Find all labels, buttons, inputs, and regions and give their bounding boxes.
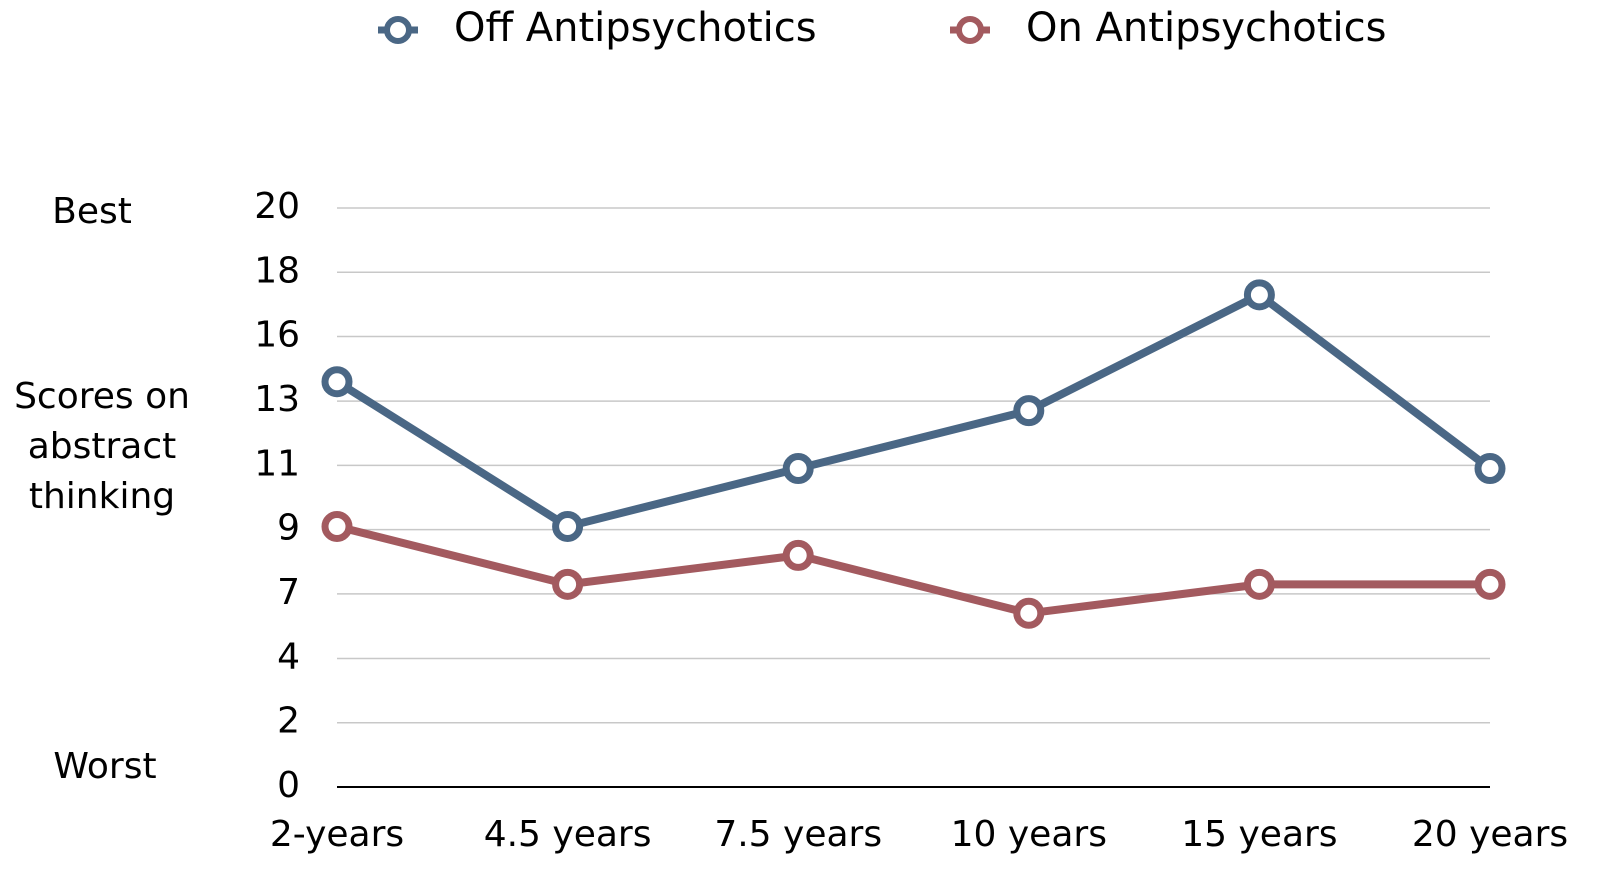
data-point (321, 510, 353, 542)
series-line (336, 522, 1490, 618)
data-point (1243, 279, 1275, 311)
y-tick-label: 4 (277, 636, 300, 677)
y-tick-label: 20 (254, 186, 300, 227)
data-point (782, 539, 814, 571)
data-point (1474, 568, 1506, 600)
y-tick-label: 16 (254, 315, 300, 356)
y-tick-label: 2 (277, 701, 300, 742)
x-tick-label: 20 years (1412, 814, 1568, 855)
x-tick-label: 2-years (270, 814, 404, 855)
legend-marker (956, 16, 984, 44)
y-tick-label: 13 (254, 379, 300, 420)
data-point (782, 453, 814, 485)
data-point (1013, 395, 1045, 427)
y-tick-label: 11 (254, 443, 300, 484)
data-point (1243, 568, 1275, 600)
data-point (1013, 597, 1045, 629)
annotation-best: Best (52, 191, 132, 232)
data-point (552, 510, 584, 542)
y-axis-label: Scores on abstract thinking (14, 376, 190, 517)
annotation-worst: Worst (53, 746, 156, 787)
y-tick-label: 9 (277, 508, 300, 549)
legend-marker (384, 16, 412, 44)
y-tick-label: 0 (277, 765, 300, 806)
legend-label: On Antipsychotics (1026, 5, 1386, 51)
data-point (552, 568, 584, 600)
y-tick-label: 7 (277, 572, 300, 613)
series-line (334, 290, 1493, 531)
x-tick-label: 4.5 years (484, 814, 652, 855)
legend-label: Off Antipsychotics (454, 5, 817, 51)
x-tick-label: 7.5 years (714, 814, 882, 855)
y-tick-label: 18 (254, 250, 300, 291)
data-point (321, 366, 353, 398)
x-tick-label: 10 years (951, 814, 1107, 855)
x-tick-label: 15 years (1181, 814, 1337, 855)
data-point (1474, 453, 1506, 485)
